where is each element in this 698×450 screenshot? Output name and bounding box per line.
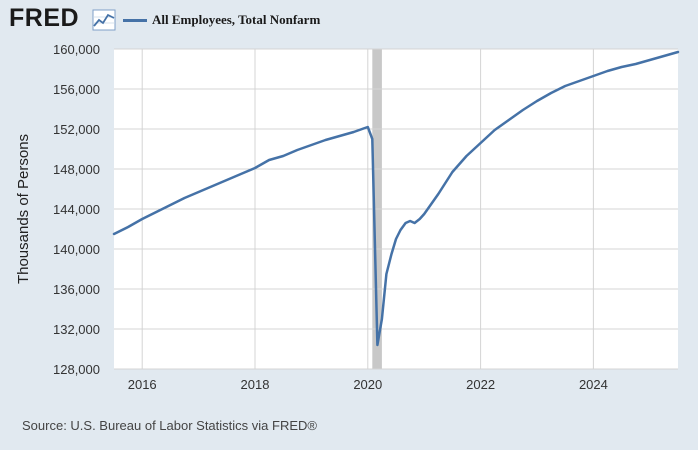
y-tick-label: 144,000: [53, 202, 100, 217]
x-tick-label: 2024: [579, 377, 608, 392]
x-tick-label: 2018: [241, 377, 270, 392]
y-tick-label: 148,000: [53, 162, 100, 177]
y-axis-title: Thousands of Persons: [15, 134, 32, 284]
y-tick-label: 128,000: [53, 362, 100, 377]
series-line[interactable]: [112, 50, 680, 347]
legend-swatch: [123, 18, 147, 22]
y-axis-ticks: 128,000 132,000 136,000 140,000 144,000 148,0…: [53, 42, 100, 377]
x-tick-label: 2020: [353, 377, 382, 392]
y-tick-label: 152,000: [53, 122, 100, 137]
grid-layer: [114, 48, 678, 370]
series-layer: [112, 50, 680, 347]
line-chart: 128,000 132,000 136,000 140,000 144,000 148,0…: [15, 42, 680, 392]
source-note: Source: U.S. Bureau of Labor Statistics …: [22, 418, 317, 433]
line-graph-icon: [92, 9, 116, 31]
x-axis-ticks: 2016 2018 2020 2022 2024: [128, 377, 608, 392]
y-tick-label: 136,000: [53, 282, 100, 297]
x-tick-label: 2016: [128, 377, 157, 392]
legend-label: All Employees, Total Nonfarm: [152, 12, 321, 27]
chart-legend[interactable]: All Employees, Total Nonfarm: [123, 10, 320, 30]
x-tick-label: 2022: [466, 377, 495, 392]
y-tick-label: 140,000: [53, 242, 100, 257]
y-tick-label: 160,000: [53, 42, 100, 57]
y-tick-label: 132,000: [53, 322, 100, 337]
header: FRED All Employees, Total Nonfarm: [0, 0, 698, 40]
y-tick-label: 156,000: [53, 82, 100, 97]
fred-logo[interactable]: FRED: [9, 4, 80, 32]
